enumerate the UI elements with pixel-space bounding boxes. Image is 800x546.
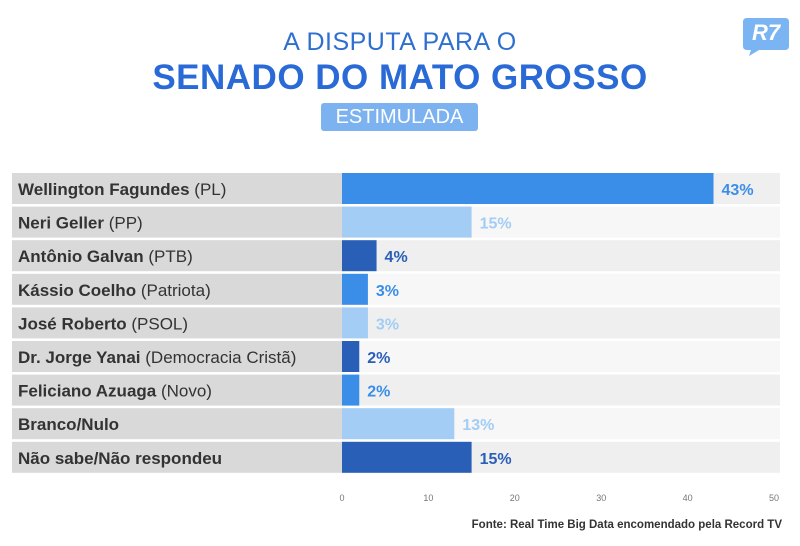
bar — [342, 240, 377, 272]
row-label-bg — [12, 240, 342, 272]
category-party: (Patriota) — [136, 281, 211, 300]
x-tick-label: 10 — [423, 493, 433, 503]
source-note: Fonte: Real Time Big Data encomendado pe… — [471, 519, 782, 531]
category-name: Branco/Nulo — [18, 415, 119, 434]
value-label: 43% — [722, 182, 754, 199]
row-plot-bg — [342, 341, 780, 372]
category-label: Antônio Galvan (PTB) — [18, 247, 193, 266]
category-name: José Roberto — [18, 314, 127, 333]
value-label: 4% — [385, 249, 408, 266]
value-label: 3% — [376, 316, 399, 333]
category-label: Wellington Fagundes (PL) — [18, 180, 226, 199]
value-label: 15% — [480, 216, 512, 233]
row-label-bg — [12, 374, 342, 406]
category-name: Neri Geller — [18, 214, 104, 233]
x-tick-label: 20 — [510, 493, 520, 503]
x-tick-label: 0 — [339, 493, 344, 503]
row-label-bg — [12, 441, 342, 473]
category-party: (Democracia Cristã) — [141, 348, 297, 367]
row-plot-bg — [342, 240, 780, 272]
value-label: 3% — [376, 283, 399, 300]
category-label: Branco/Nulo — [18, 415, 119, 434]
row-plot-bg — [342, 273, 780, 305]
bar — [342, 341, 360, 372]
r7-logo — [743, 18, 789, 56]
value-label: 13% — [462, 417, 494, 434]
category-label: Neri Geller (PP) — [18, 214, 143, 233]
row-label-bg — [12, 307, 342, 339]
category-name: Wellington Fagundes — [18, 180, 190, 199]
row-label-bg — [12, 341, 342, 372]
value-label: 15% — [480, 451, 512, 468]
bar — [342, 206, 472, 238]
category-party: (PSOL) — [127, 314, 188, 333]
row-label-bg — [12, 273, 342, 305]
category-name: Dr. Jorge Yanai — [18, 348, 141, 367]
bar — [342, 173, 714, 204]
bar — [342, 307, 368, 339]
row-label-bg — [12, 173, 342, 204]
subtitle-badge: ESTIMULADA — [321, 103, 478, 131]
title-line-1: A DISPUTA PARA O — [283, 28, 517, 56]
chart-title: SENADO DO MATO GROSSO — [152, 58, 648, 97]
bar — [342, 273, 368, 305]
value-label: 2% — [367, 350, 390, 367]
category-label: Dr. Jorge Yanai (Democracia Cristã) — [18, 348, 296, 367]
row-label-bg — [12, 408, 342, 440]
r7-logo-text: R7 — [751, 20, 781, 45]
category-label: Feliciano Azuaga (Novo) — [18, 382, 212, 401]
value-label: 2% — [367, 384, 390, 401]
x-tick-label: 30 — [596, 493, 606, 503]
category-party: (PP) — [104, 214, 143, 233]
category-label: Não sabe/Não respondeu — [18, 449, 222, 468]
category-name: Não sabe/Não respondeu — [18, 449, 222, 468]
x-tick-label: 50 — [769, 493, 779, 503]
bar — [342, 408, 455, 440]
x-tick-label: 40 — [683, 493, 693, 503]
category-party: (PL) — [190, 180, 227, 199]
category-name: Antônio Galvan — [18, 247, 144, 266]
category-party: (Novo) — [156, 382, 212, 401]
category-name: Feliciano Azuaga — [18, 382, 157, 401]
category-label: Kássio Coelho (Patriota) — [18, 281, 211, 300]
category-party: (PTB) — [144, 247, 193, 266]
row-plot-bg — [342, 307, 780, 339]
category-label: José Roberto (PSOL) — [18, 314, 188, 333]
row-plot-bg — [342, 374, 780, 406]
bar — [342, 374, 360, 406]
row-label-bg — [12, 206, 342, 238]
bar — [342, 441, 472, 473]
category-name: Kássio Coelho — [18, 281, 136, 300]
